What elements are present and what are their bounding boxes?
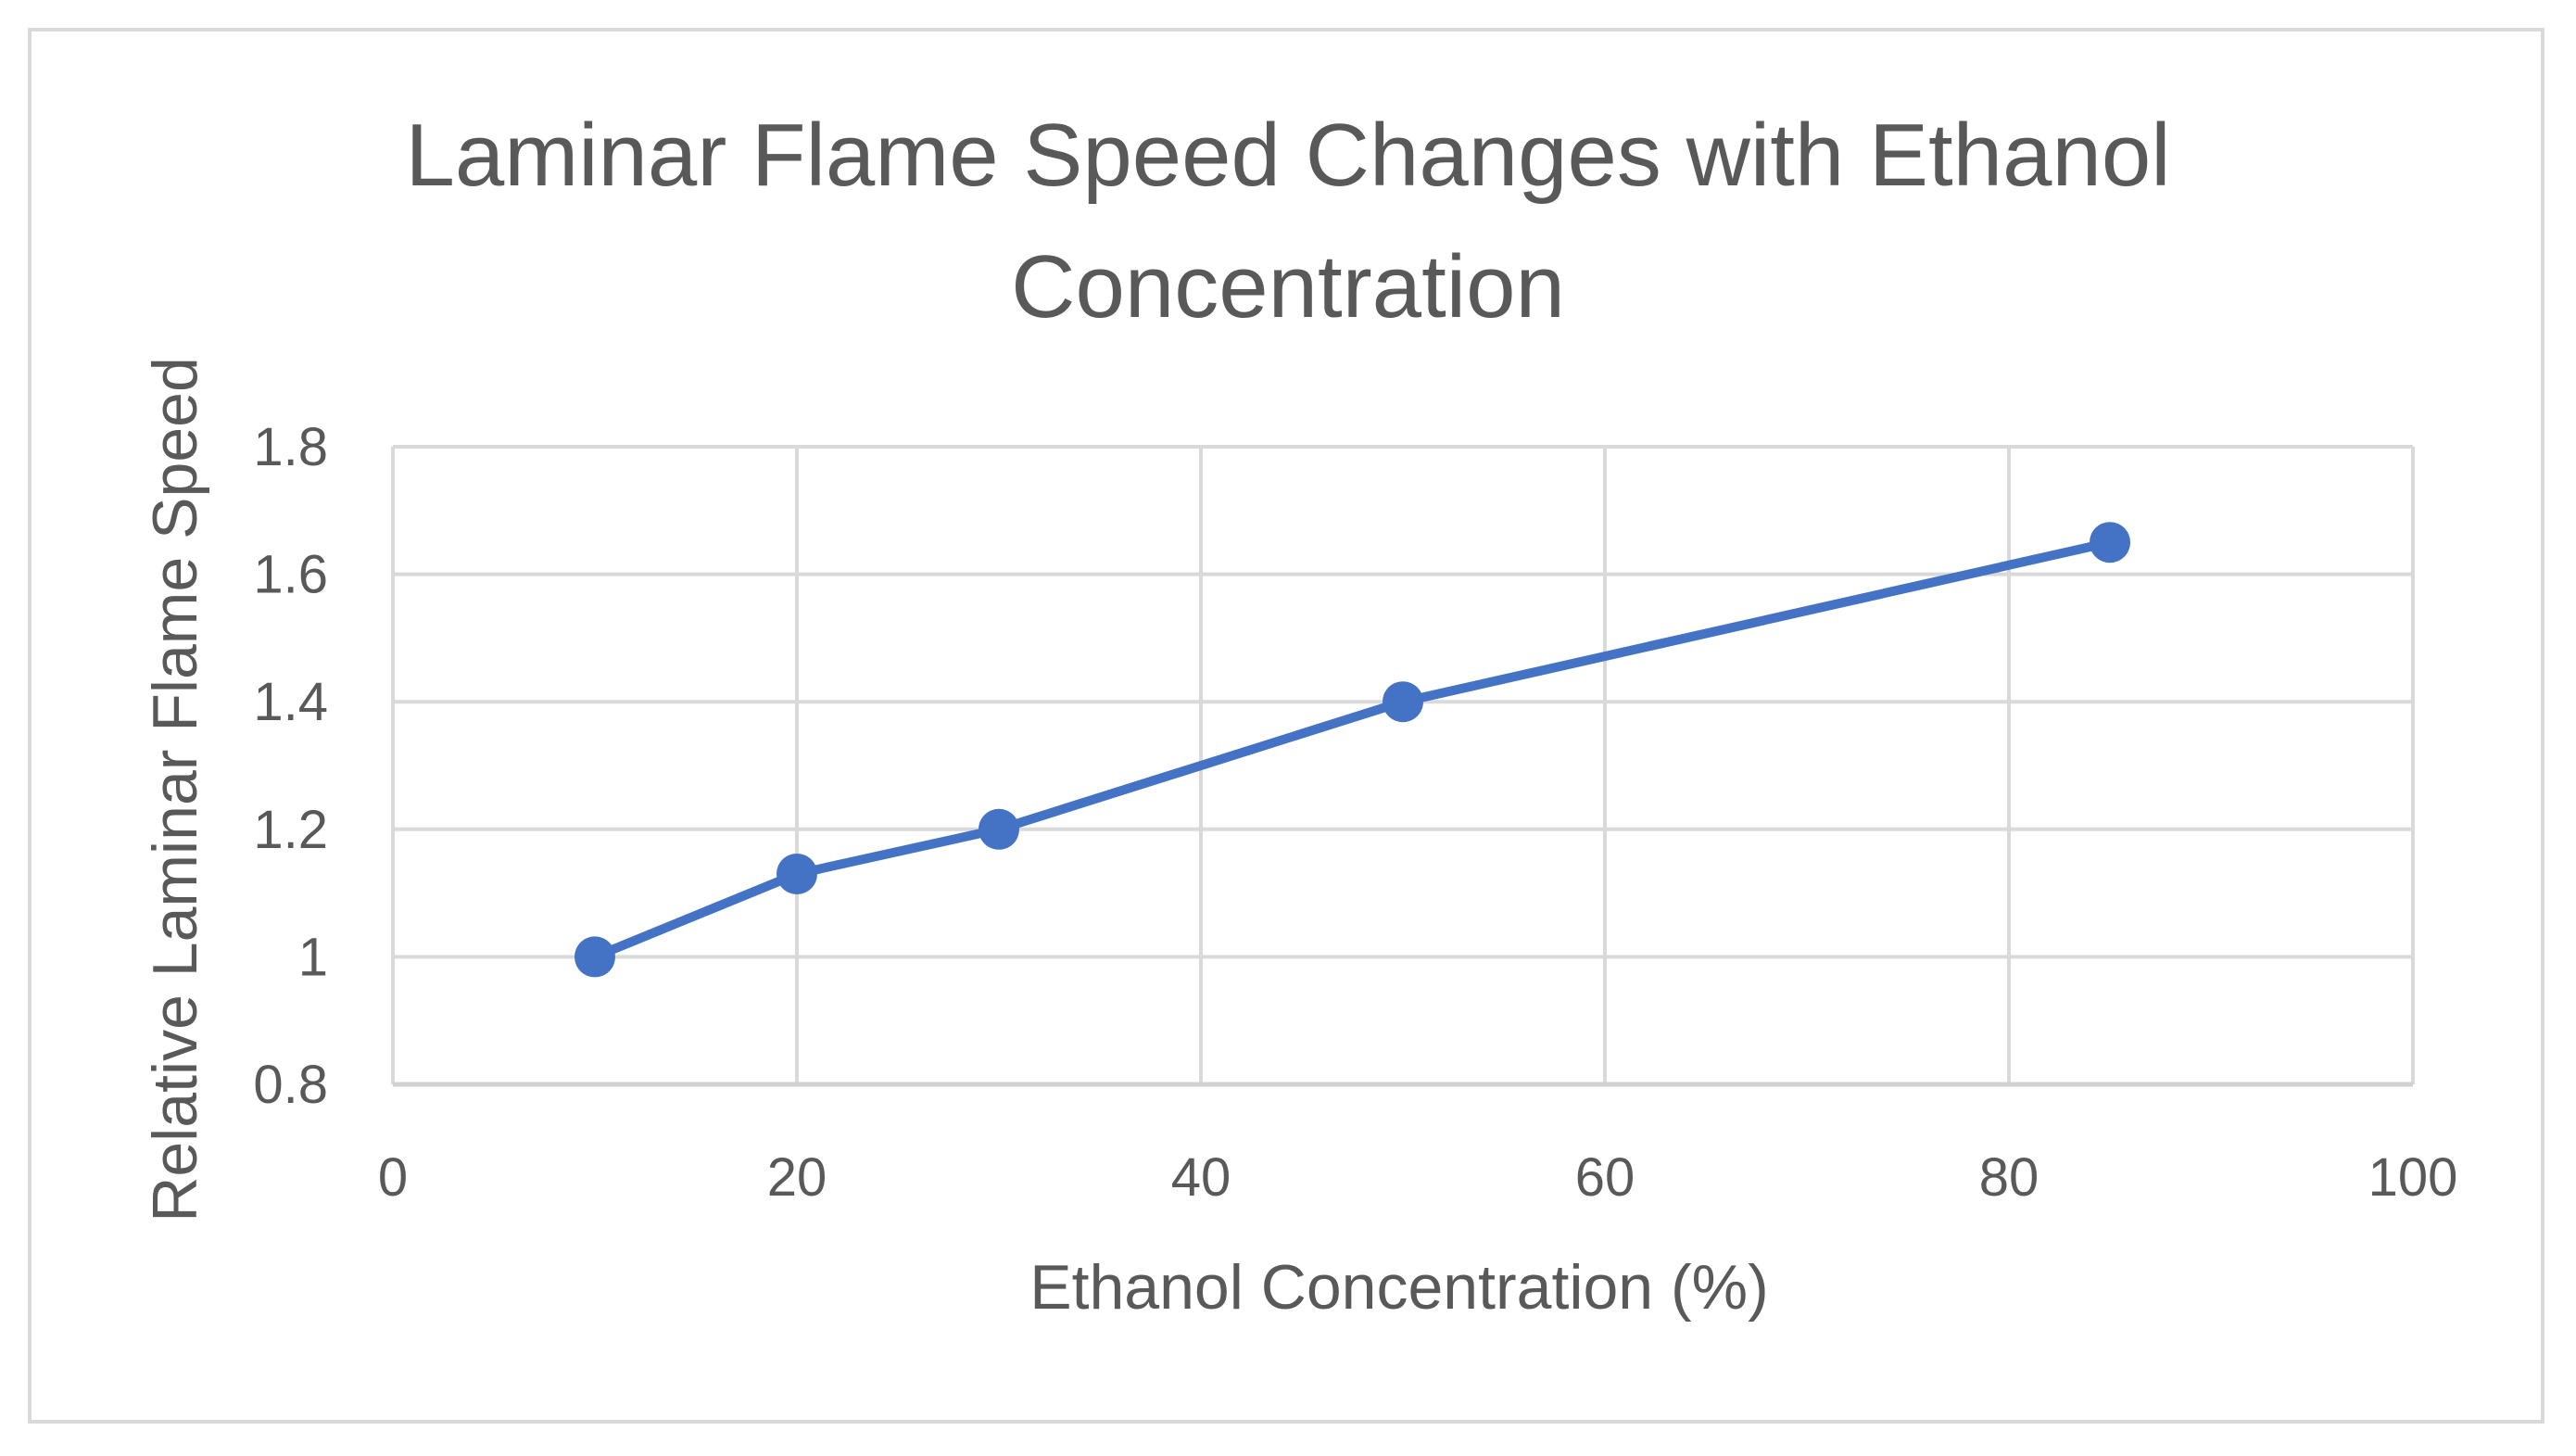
x-axis-title: Ethanol Concentration (%) [1029,1252,1769,1323]
x-tick-label: 0 [378,1147,408,1208]
gridlines [393,445,2415,1084]
y-tick-label: 1.8 [253,417,328,477]
y-tick-label: 1.2 [253,800,328,860]
x-tick-label: 80 [1979,1147,2039,1208]
chart-title-line-2: Concentration [1011,237,1565,336]
x-tick-label: 100 [2368,1147,2458,1208]
chart-title-line-1: Laminar Flame Speed Changes with Ethanol [405,106,2170,205]
data-point-marker [2090,522,2130,563]
y-axis-title: Relative Laminar Flame Speed [140,357,210,1222]
data-point-marker [777,853,817,894]
series-line [590,538,2115,962]
y-tick-label: 1.6 [253,545,328,605]
axes [391,447,2413,1087]
data-point-marker [1383,681,1423,723]
y-tick-label: 1 [298,927,328,987]
y-tick-label: 0.8 [253,1055,328,1115]
y-tick-label: 1.4 [253,672,328,732]
series-layer [575,522,2130,978]
x-tick-label: 60 [1575,1147,1635,1208]
x-tick-label: 20 [767,1147,827,1208]
chart-frame [28,28,2544,1424]
data-point-marker [575,936,615,978]
tick-labels: 0.8 1 1.2 1.4 1.6 1.8 0 20 40 60 80 100 [253,417,2457,1208]
x-tick-label: 40 [1171,1147,1231,1208]
data-point-marker [979,808,1019,850]
